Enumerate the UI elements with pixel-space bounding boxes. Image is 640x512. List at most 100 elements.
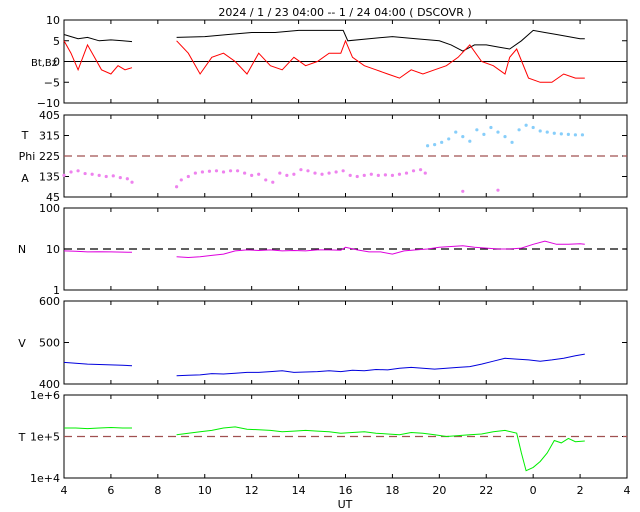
angle-point: [306, 169, 310, 173]
angle-point: [418, 168, 423, 172]
angle-point: [341, 169, 345, 173]
angle-point: [369, 172, 373, 176]
bz-line: [63, 40, 133, 75]
y-tick-label: 135: [39, 171, 60, 184]
y-tick-label: 405: [39, 109, 60, 122]
angle-point: [299, 168, 303, 172]
temp_phi-point: [433, 143, 437, 147]
angle-point: [207, 169, 212, 173]
y-tick-label: 225: [39, 150, 60, 163]
temp_phi-point: [482, 132, 486, 136]
temp_phi-point: [524, 123, 528, 127]
temp_phi-point: [503, 135, 507, 139]
temp_phi-point: [468, 139, 472, 143]
speed-line: [63, 361, 133, 367]
chart-marks: 1050−5−10405315225135451001016005004001e…: [30, 14, 630, 497]
angle-point: [235, 169, 240, 173]
temperature-line: [176, 426, 585, 472]
y-tick-label: 315: [39, 130, 60, 143]
y-tick-label: 400: [39, 378, 60, 391]
angle-point: [320, 172, 324, 176]
angle-point: [214, 169, 219, 173]
x-tick-label: 8: [154, 484, 161, 497]
angle-point: [76, 169, 80, 173]
ylabel-phi: Phi: [19, 150, 36, 163]
angle-point: [221, 170, 226, 174]
angle-point: [130, 180, 134, 184]
x-tick-label: 22: [479, 484, 493, 497]
angle-point: [186, 174, 190, 179]
temp_phi-point: [552, 131, 556, 135]
y-tick-label: −10: [37, 97, 60, 110]
x-tick-label: 10: [198, 484, 212, 497]
x-tick-label: 18: [385, 484, 399, 497]
density-line: [176, 240, 585, 259]
temp_phi-point: [489, 125, 493, 130]
x-tick-label: 6: [107, 484, 114, 497]
x-tick-label: 16: [339, 484, 353, 497]
angle-point: [118, 176, 122, 180]
angle-point: [104, 174, 108, 179]
density-line: [63, 250, 133, 253]
angle-point: [285, 173, 289, 177]
angle-point: [228, 169, 233, 173]
temp_phi-point: [496, 130, 500, 134]
angle-point: [397, 172, 402, 176]
angle-point: [111, 174, 115, 178]
ylabel-v: V: [18, 337, 26, 350]
angle-point: [327, 171, 331, 175]
temp_phi-point: [517, 128, 521, 132]
angle-point: [271, 180, 275, 184]
temp_phi-point: [475, 128, 479, 132]
temp_phi-point: [538, 129, 542, 133]
angle-point: [62, 173, 66, 177]
angle-point: [334, 170, 338, 174]
x-tick-label: 20: [432, 484, 446, 497]
y-tick-label: 1e+6: [30, 389, 60, 402]
angle-point: [404, 171, 409, 175]
angle-point: [264, 178, 268, 182]
temp_phi-point: [566, 132, 570, 136]
bz-line: [176, 39, 585, 83]
angle-point: [193, 171, 197, 175]
y-tick-label: 10: [46, 243, 60, 256]
angle-point: [496, 188, 500, 192]
angle-point: [90, 172, 94, 176]
temp_phi-point: [531, 125, 535, 130]
y-tick-label: 600: [39, 295, 60, 308]
ylabel-t: T: [21, 129, 29, 142]
angle-point: [383, 173, 387, 177]
y-tick-label: 1e+5: [30, 431, 60, 444]
angle-point: [125, 177, 129, 181]
x-tick-label: 4: [61, 484, 68, 497]
y-tick-label: 500: [39, 337, 60, 350]
angle-point: [390, 173, 395, 177]
angle-point: [461, 189, 465, 193]
angle-point: [292, 172, 296, 176]
angle-point: [243, 171, 247, 175]
bt-line: [176, 29, 585, 52]
angle-point: [411, 169, 416, 173]
y-tick-label: 45: [46, 191, 60, 204]
temp_phi-point: [559, 132, 563, 136]
angle-point: [376, 173, 380, 177]
x-tick-label: 4: [624, 484, 631, 497]
ylabel-n: N: [18, 243, 26, 256]
angle-point: [348, 173, 352, 177]
y-tick-label: 1: [53, 284, 60, 297]
ylabel-a: A: [21, 172, 29, 185]
angle-point: [69, 170, 73, 174]
x-tick-label: 0: [530, 484, 537, 497]
temp_phi-point: [580, 133, 585, 137]
x-tick-label: 14: [292, 484, 306, 497]
x-tick-label: 12: [245, 484, 259, 497]
angle-point: [200, 170, 205, 174]
temp_phi-point: [461, 135, 465, 139]
angle-point: [179, 178, 183, 182]
speed-line: [176, 353, 585, 377]
angle-point: [362, 173, 366, 177]
angle-point: [423, 171, 427, 175]
angle-point: [83, 171, 87, 176]
chart-title: 2024 / 1 / 23 04:00 -- 1 / 24 04:00 ( DS…: [218, 6, 471, 19]
